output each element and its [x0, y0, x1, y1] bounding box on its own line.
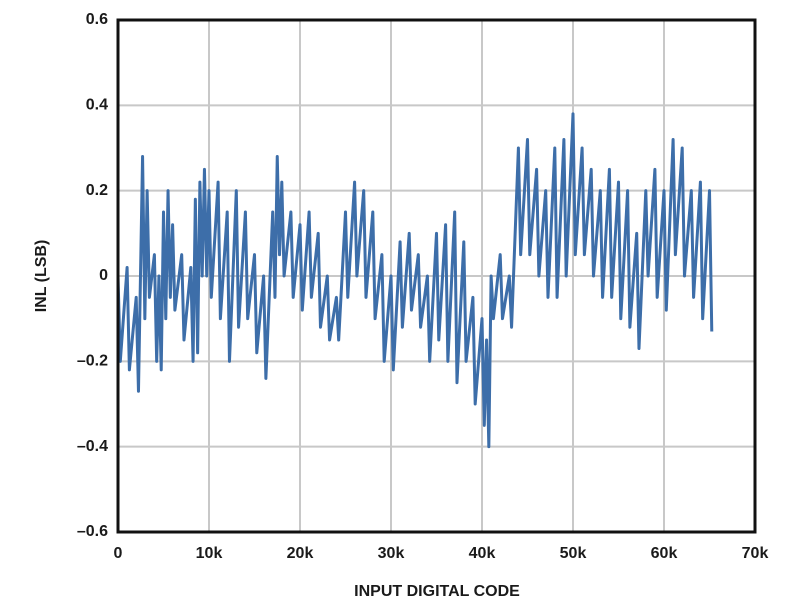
y-tick-label: –0.4	[77, 438, 108, 455]
y-tick-label: –0.2	[77, 353, 108, 370]
x-tick-label: 50k	[560, 545, 587, 562]
y-tick-label: 0	[99, 267, 108, 284]
line	[116, 112, 714, 449]
plot-frame	[116, 18, 757, 534]
y-tick-label: 0.6	[86, 11, 108, 28]
x-tick-label: 30k	[378, 545, 405, 562]
x-tick-label: 0	[114, 545, 123, 562]
x-tick-label: 40k	[469, 545, 496, 562]
x-tick-label: 70k	[742, 545, 769, 562]
x-tick-label: 10k	[196, 545, 223, 562]
y-axis-label: INL (LSB)	[33, 240, 50, 313]
y-tick-label: –0.6	[77, 523, 108, 540]
y-tick-label: 0.2	[86, 182, 108, 199]
y-tick-label: 0.4	[86, 97, 108, 114]
x-axis-label: INPUT DIGITAL CODE	[354, 583, 520, 600]
x-tick-label: 20k	[287, 545, 314, 562]
x-tick-label: 60k	[651, 545, 678, 562]
